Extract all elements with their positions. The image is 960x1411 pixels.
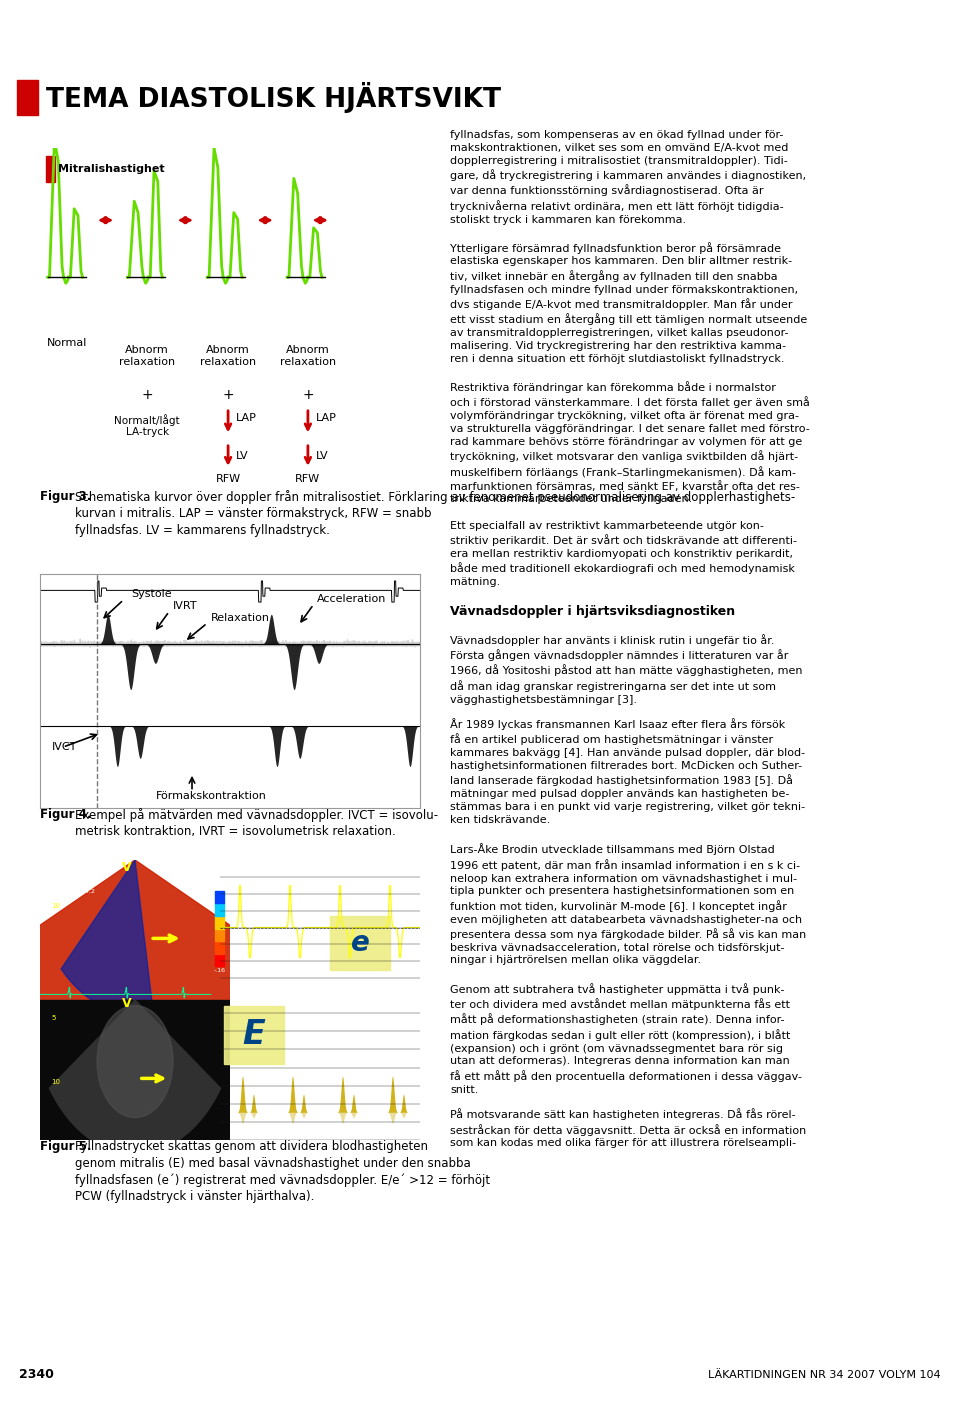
Text: 10: 10: [52, 903, 60, 909]
Bar: [215, 928, 225, 941]
Text: Förmakskontraktion: Förmakskontraktion: [156, 790, 267, 800]
Text: 10: 10: [52, 1079, 60, 1085]
Text: Figur 4.: Figur 4.: [40, 809, 96, 821]
Text: IVCT: IVCT: [52, 742, 77, 752]
Text: Figur 3.: Figur 3.: [40, 490, 95, 502]
Text: Normalt/lågt
LA-tryck: Normalt/lågt LA-tryck: [114, 413, 180, 437]
Text: V: V: [122, 998, 132, 1010]
Text: 5: 5: [52, 1015, 56, 1020]
Bar: [215, 903, 225, 916]
Text: V: V: [122, 861, 132, 875]
Text: RFW: RFW: [216, 474, 241, 484]
Bar: [215, 941, 225, 954]
Polygon shape: [49, 1000, 221, 1154]
Text: 16/07/2003 09:34:: 16/07/2003 09:34:: [42, 864, 100, 868]
Text: FPS: 154.2/154.2: FPS: 154.2/154.2: [42, 888, 95, 893]
Text: 2340: 2340: [19, 1369, 54, 1381]
Text: LAP: LAP: [316, 413, 336, 423]
Text: Figur 5.: Figur 5.: [40, 1140, 96, 1153]
Text: Abnorm
relaxation: Abnorm relaxation: [200, 346, 256, 367]
Bar: [215, 954, 225, 967]
Text: LV: LV: [316, 450, 328, 461]
Text: IVRT: IVRT: [173, 601, 198, 611]
Text: Systole: Systole: [132, 590, 172, 600]
Text: Abnorm
relaxation: Abnorm relaxation: [279, 346, 336, 367]
Text: fyllnadsfas, som kompenseras av en ökad fyllnad under för-
makskontraktionen, vi: fyllnadsfas, som kompenseras av en ökad …: [450, 130, 806, 224]
Bar: [224, 1006, 284, 1064]
Ellipse shape: [97, 1006, 173, 1118]
Text: Abnorm
relaxation: Abnorm relaxation: [119, 346, 176, 367]
Bar: [215, 890, 225, 903]
Text: Normal: Normal: [47, 337, 87, 347]
Text: +: +: [141, 388, 153, 402]
Text: Schematiska kurvor över doppler från mitralisostiet. Förklaring av fenomenet pse: Schematiska kurvor över doppler från mit…: [75, 490, 795, 538]
Text: e: e: [350, 928, 370, 957]
Text: LÄKARTIDNINGEN NR 34 2007 VOLYM 104: LÄKARTIDNINGEN NR 34 2007 VOLYM 104: [708, 1370, 941, 1380]
Text: RFW: RFW: [296, 474, 321, 484]
Text: Ytterligare försämrad fyllnadsfunktion beror på försämrade
elastiska egenskaper : Ytterligare försämrad fyllnadsfunktion b…: [450, 241, 807, 364]
Text: Exempel på mätvärden med vävnadsdoppler. IVCT = isovolu-
metrisk kontraktion, IV: Exempel på mätvärden med vävnadsdoppler.…: [75, 809, 438, 838]
Text: E: E: [243, 1019, 265, 1051]
Bar: [215, 916, 225, 928]
Text: Fyllnadstrycket skattas genom att dividera blodhastigheten
genom mitralis (E) me: Fyllnadstrycket skattas genom att divide…: [75, 1140, 491, 1204]
Text: Lars-Åke Brodin utvecklade tillsammans med Björn Olstad
1996 ett patent, där man: Lars-Åke Brodin utvecklade tillsammans m…: [450, 844, 806, 965]
Polygon shape: [0, 859, 281, 1098]
Text: LV: LV: [236, 450, 249, 461]
Text: +: +: [302, 388, 314, 402]
Text: År 1989 lyckas fransmannen Karl Isaaz efter flera års försök
få en artikel publi: År 1989 lyckas fransmannen Karl Isaaz ef…: [450, 718, 805, 824]
Text: T1: 15:56: T1: 15:56: [42, 880, 71, 885]
Text: Baseline : 4-ch: Baseline : 4-ch: [42, 872, 88, 876]
Polygon shape: [61, 859, 154, 1015]
Text: LAP: LAP: [236, 413, 256, 423]
Text: Genom att subtrahera två hastigheter uppmätta i två punk-
ter och dividera med a: Genom att subtrahera två hastigheter upp…: [450, 983, 802, 1095]
Text: Vävnadsdoppler i hjärtsviksdiagnostiken: Vävnadsdoppler i hjärtsviksdiagnostiken: [450, 605, 735, 618]
Bar: [46, 155, 56, 182]
Text: -.16: -.16: [213, 968, 226, 974]
Text: Mitralishastighet: Mitralishastighet: [59, 164, 165, 175]
Bar: [330, 916, 390, 969]
Text: Restriktiva förändringar kan förekomma både i normalstor
och i förstorad vänster: Restriktiva förändringar kan förekomma b…: [450, 381, 810, 504]
Bar: [17, 80, 38, 114]
Text: Acceleration: Acceleration: [318, 594, 387, 604]
Text: Relaxation: Relaxation: [211, 612, 270, 622]
Text: .16: .16: [215, 885, 225, 889]
Text: +: +: [223, 388, 234, 402]
Text: Vävnadsdoppler har använts i klinisk rutin i ungefär tio år.
Första gången vävna: Vävnadsdoppler har använts i klinisk rut…: [450, 634, 803, 704]
Bar: [40, 1000, 230, 1140]
Text: På motsvarande sätt kan hastigheten integreras. Då fås rörel-
sestråckan för det: På motsvarande sätt kan hastigheten inte…: [450, 1109, 806, 1149]
Text: Ett specialfall av restriktivt kammarbeteende utgör kon-
striktiv perikardit. De: Ett specialfall av restriktivt kammarbet…: [450, 521, 797, 587]
Text: TEMA DIASTOLISK HJÄRTSVIKT: TEMA DIASTOLISK HJÄRTSVIKT: [46, 82, 501, 113]
